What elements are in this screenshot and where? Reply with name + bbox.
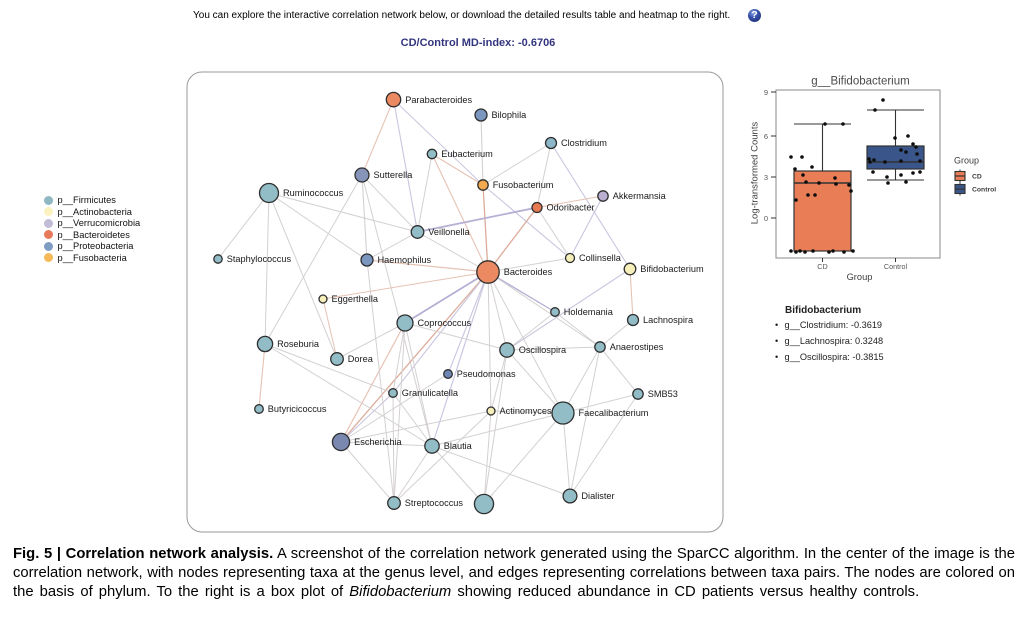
svg-text:Granulicatella: Granulicatella [402,388,459,398]
svg-text:0: 0 [764,214,768,223]
svg-text:Akkermansia: Akkermansia [613,191,667,201]
svg-text:Fusobacterium: Fusobacterium [493,180,554,190]
svg-text:Eggerthella: Eggerthella [332,294,379,304]
svg-text:Eubacterium: Eubacterium [441,149,493,159]
svg-text:Control: Control [972,187,996,194]
svg-text:Butyricicoccus: Butyricicoccus [268,404,327,414]
svg-text:Clostridium: Clostridium [561,138,607,148]
svg-text:Group: Group [847,272,873,282]
svg-text:Veillonella: Veillonella [428,227,470,237]
svg-text:Escherichia: Escherichia [354,437,402,447]
svg-text:Haemophilus: Haemophilus [378,255,432,265]
svg-text:Anaerostipes: Anaerostipes [610,342,664,352]
svg-text:Parabacteroides: Parabacteroides [405,95,472,105]
svg-text:6: 6 [764,132,768,141]
svg-text:Coprococcus: Coprococcus [418,318,472,328]
svg-text:Bilophila: Bilophila [492,110,528,120]
svg-text:Roseburia: Roseburia [277,339,320,349]
svg-text:Dialister: Dialister [581,491,614,501]
svg-text:Streptococcus: Streptococcus [405,498,464,508]
svg-text:Log-transformed Counts: Log-transformed Counts [750,122,761,225]
svg-text:Actinomyces: Actinomyces [500,406,552,416]
svg-text:Holdemania: Holdemania [564,307,614,317]
svg-text:g__Bifidobacterium: g__Bifidobacterium [811,76,909,88]
svg-text:Bacteroides: Bacteroides [504,267,553,277]
svg-text:Collinsella: Collinsella [579,253,622,263]
svg-text:Control: Control [884,262,908,271]
svg-text:Odoribacter: Odoribacter [547,203,595,213]
svg-text:Ruminococcus: Ruminococcus [283,188,344,198]
svg-text:Dorea: Dorea [348,354,374,364]
svg-text:9: 9 [764,88,768,97]
svg-text:Pseudomonas: Pseudomonas [457,369,516,379]
svg-text:SMB53: SMB53 [648,389,678,399]
svg-text:3: 3 [764,173,768,182]
svg-text:CD: CD [972,174,982,181]
svg-text:Oscillospira: Oscillospira [519,345,567,355]
svg-text:Blautia: Blautia [444,441,473,451]
svg-text:Bifidobacterium: Bifidobacterium [640,264,704,274]
svg-text:Lachnospira: Lachnospira [643,315,694,325]
svg-text:CD: CD [817,262,827,271]
svg-text:Faecalibacterium: Faecalibacterium [579,408,649,418]
svg-text:Group: Group [954,156,979,166]
svg-text:Staphylococcus: Staphylococcus [227,254,292,264]
svg-text:Sutterella: Sutterella [374,170,414,180]
